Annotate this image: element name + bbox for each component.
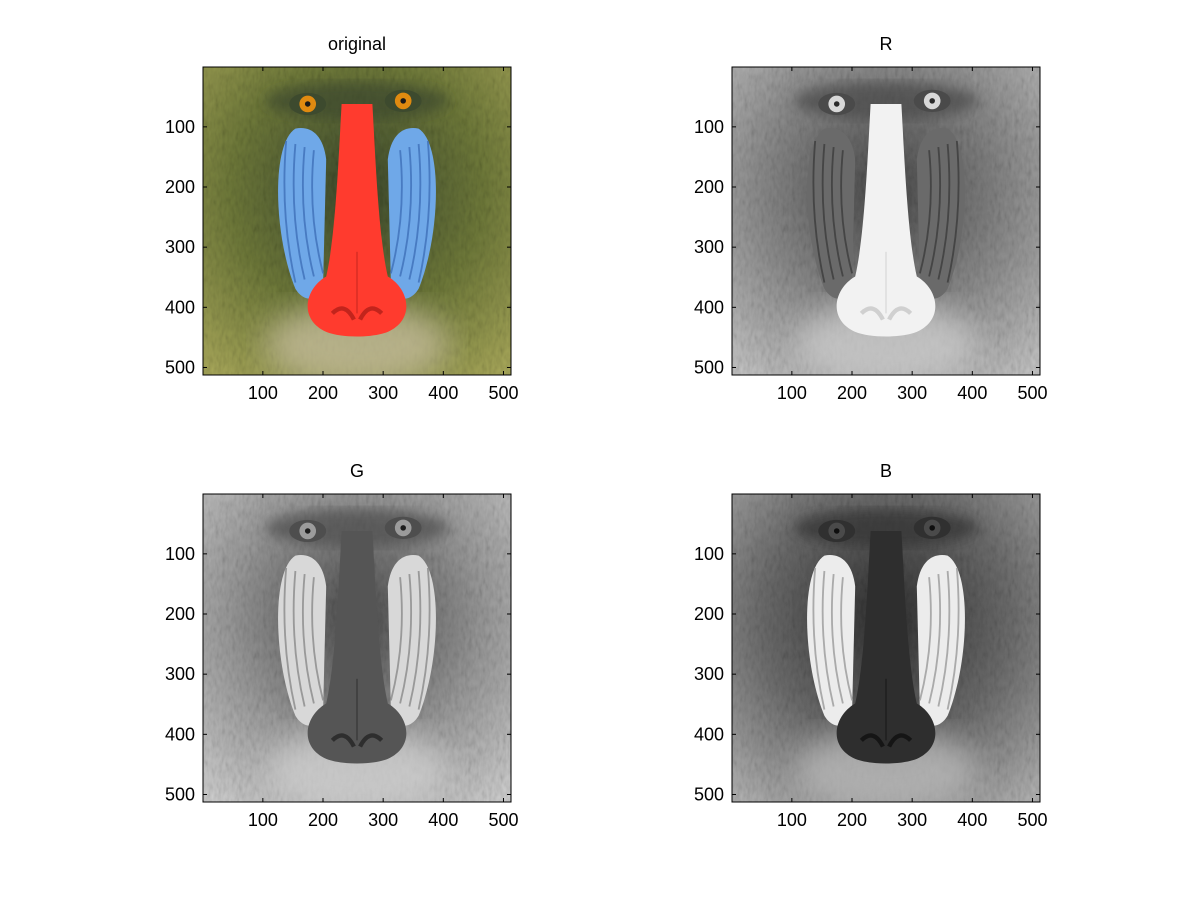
y-tick-label: 100: [165, 117, 195, 137]
x-tick-label: 500: [488, 383, 518, 403]
x-tick-label: 300: [368, 810, 398, 830]
y-tick-label: 100: [165, 544, 195, 564]
subplot-red: R 100 200 300 400 500 100 200 300 400 500: [694, 34, 1048, 403]
x-tick-label: 300: [368, 383, 398, 403]
y-tick-label: 400: [694, 724, 724, 744]
y-tick-label: 100: [694, 117, 724, 137]
x-tick-label: 100: [248, 810, 278, 830]
image-blue: [732, 494, 1040, 802]
nose: [307, 103, 407, 337]
x-tick-label: 200: [837, 810, 867, 830]
x-tick-label: 300: [897, 810, 927, 830]
nose: [836, 103, 936, 337]
subplot-title: G: [350, 461, 364, 481]
x-tick-label: 100: [777, 383, 807, 403]
y-tick-label: 500: [694, 784, 724, 804]
x-tick-label: 400: [428, 810, 458, 830]
subplot-title: original: [328, 34, 386, 54]
y-tick-label: 300: [694, 237, 724, 257]
x-tick-label: 400: [957, 383, 987, 403]
x-tick-label: 300: [897, 383, 927, 403]
y-tick-label: 400: [165, 724, 195, 744]
x-tick-label: 100: [248, 383, 278, 403]
beard: [264, 728, 450, 802]
subplot-blue: B 100 200 300 400 500 100 200 300 400 500: [694, 461, 1048, 830]
subplot-title: R: [880, 34, 893, 54]
image-red: [732, 67, 1040, 375]
y-tick-label: 500: [694, 357, 724, 377]
subplot-green: G 100 200 300 400 500 100 200 300 400 500: [165, 461, 519, 830]
y-tick-label: 300: [165, 664, 195, 684]
image-green: [203, 494, 511, 802]
y-tick-label: 200: [165, 604, 195, 624]
y-tick-label: 300: [165, 237, 195, 257]
x-tick-label: 500: [1017, 383, 1047, 403]
beard: [264, 301, 450, 375]
x-tick-label: 500: [488, 810, 518, 830]
y-tick-label: 500: [165, 357, 195, 377]
y-tick-label: 400: [694, 297, 724, 317]
axes-frame: [731, 66, 1041, 376]
y-tick-label: 200: [165, 177, 195, 197]
beard: [793, 728, 979, 802]
x-tick-label: 200: [837, 383, 867, 403]
x-tick-label: 200: [308, 810, 338, 830]
x-tick-label: 400: [957, 810, 987, 830]
subplot-rgb: original 100 200 300 400 500 100 200 300 400 500: [165, 34, 519, 403]
y-tick-label: 200: [694, 604, 724, 624]
beard: [793, 301, 979, 375]
nose: [307, 530, 407, 764]
axes-frame: [202, 66, 512, 376]
x-tick-label: 100: [777, 810, 807, 830]
y-tick-label: 200: [694, 177, 724, 197]
y-tick-label: 500: [165, 784, 195, 804]
image-rgb: [203, 67, 511, 375]
axes-frame: [202, 493, 512, 803]
y-tick-label: 100: [694, 544, 724, 564]
x-tick-label: 200: [308, 383, 338, 403]
x-tick-label: 500: [1017, 810, 1047, 830]
nose: [836, 530, 936, 764]
y-tick-label: 300: [694, 664, 724, 684]
y-tick-label: 400: [165, 297, 195, 317]
axes-frame: [731, 493, 1041, 803]
subplot-title: B: [880, 461, 892, 481]
x-tick-label: 400: [428, 383, 458, 403]
